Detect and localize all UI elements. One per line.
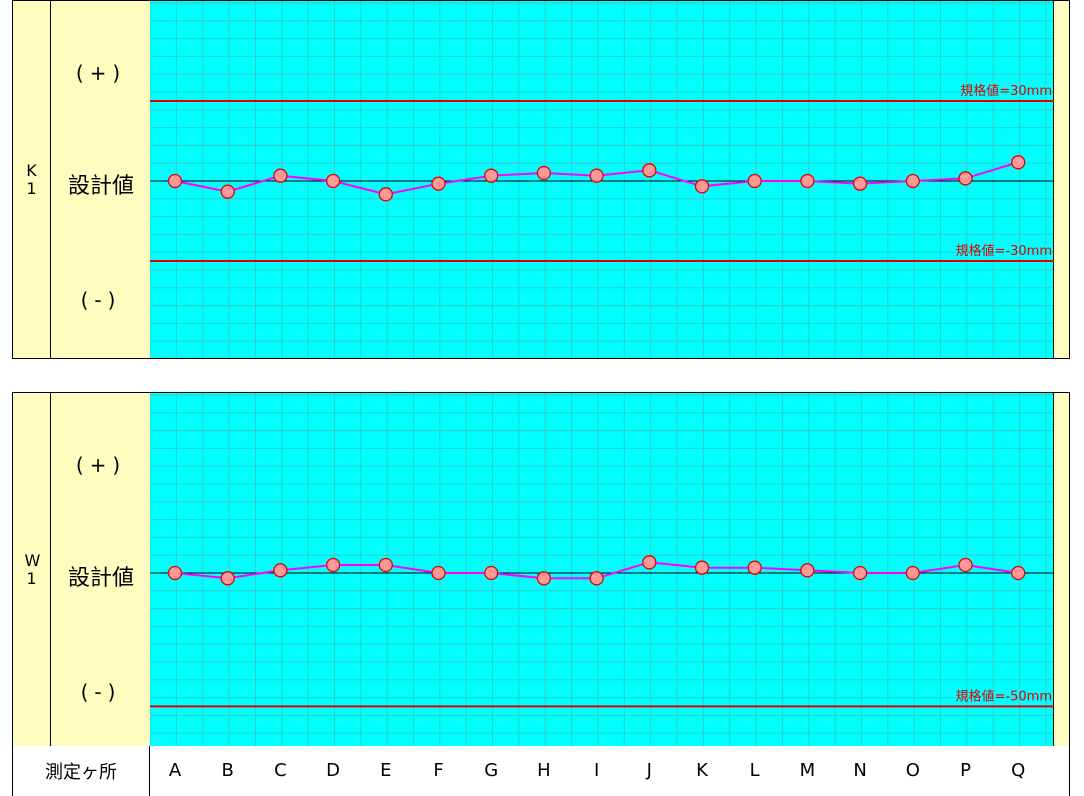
plus-label: (+) [75, 61, 127, 85]
x-tick-label: G [484, 760, 499, 781]
row-label-w1: W1 [13, 393, 51, 746]
data-point-O [905, 565, 920, 581]
data-point-F [431, 176, 446, 191]
spec-limit-label: 規格値=30mm [960, 83, 1052, 99]
data-point-I [589, 571, 604, 586]
x-tick-label: O [905, 760, 920, 781]
row-label-text: W1 [24, 550, 41, 588]
plot-area-w1: 規格値=-50mm [150, 393, 1054, 746]
data-point-E [378, 187, 393, 202]
x-tick-label: D [326, 760, 341, 781]
spec-limit-label: 規格値=-50mm [956, 688, 1052, 704]
minus-label: (-) [80, 680, 122, 704]
data-point-J [642, 163, 657, 178]
data-point-D [325, 557, 341, 573]
data-point-L [747, 173, 762, 189]
plot-area-k1: 規格値=30mm 規格値=-30mm [150, 1, 1054, 358]
plot-background [150, 393, 1054, 746]
data-point-J [642, 555, 657, 570]
design-value-label: 設計値 [67, 566, 134, 591]
data-point-A [167, 173, 183, 189]
x-tick-label: M [799, 760, 816, 781]
data-point-N [852, 176, 868, 191]
data-point-H [536, 165, 552, 181]
minus-label: (-) [80, 288, 122, 312]
design-value-label: 設計値 [67, 174, 134, 199]
x-tick-label: Q [1011, 760, 1026, 781]
data-point-Q [1011, 155, 1026, 170]
data-point-B [220, 184, 235, 199]
chart-panel-k1: K1 (+) 設計値 (-) 規格値=30mm 規格値=-30mm [12, 0, 1070, 359]
data-point-P [958, 557, 973, 573]
data-point-C [273, 168, 288, 183]
data-point-M [800, 173, 815, 189]
x-tick-label: I [593, 760, 600, 781]
data-point-K [694, 560, 710, 575]
data-point-C [273, 563, 288, 578]
data-point-B [220, 571, 235, 586]
data-point-E [378, 557, 393, 573]
data-point-P [958, 171, 973, 186]
data-point-D [325, 173, 341, 189]
plus-label: (+) [75, 453, 127, 477]
x-tick-label: N [853, 760, 867, 781]
x-tick-label: L [749, 760, 760, 781]
data-point-O [905, 173, 920, 189]
data-point-H [536, 571, 552, 586]
row-label-text: K1 [26, 160, 37, 198]
data-point-F [431, 565, 446, 581]
spec-limit-label: 規格値=-30mm [956, 243, 1052, 259]
data-point-K [694, 179, 710, 194]
x-tick-label: E [380, 760, 392, 781]
data-point-A [167, 565, 183, 581]
x-tick-label: B [221, 760, 234, 781]
data-point-I [589, 168, 604, 183]
data-point-Q [1011, 565, 1026, 581]
chart-panel-w1: W1 (+) 設計値 (-) 規格値=-50mm [12, 392, 1070, 747]
x-tick-label: K [696, 760, 708, 781]
data-point-L [747, 560, 762, 575]
row-label-k1: K1 [13, 1, 51, 358]
measurement-location-label: 測定ヶ所 [13, 746, 150, 796]
data-point-N [852, 565, 868, 581]
data-point-G [484, 565, 499, 581]
x-tick-label: C [274, 760, 287, 781]
x-tick-label: A [168, 760, 182, 781]
x-tick-label: H [537, 760, 551, 781]
data-point-M [800, 563, 815, 578]
x-tick-label: P [960, 760, 971, 781]
x-axis-footer: 測定ヶ所 A B C D E F G H I J K L M N O P Q [12, 746, 1070, 796]
x-tick-label: F [433, 760, 444, 781]
data-point-G [484, 168, 499, 183]
x-tick-label: J [646, 760, 652, 781]
